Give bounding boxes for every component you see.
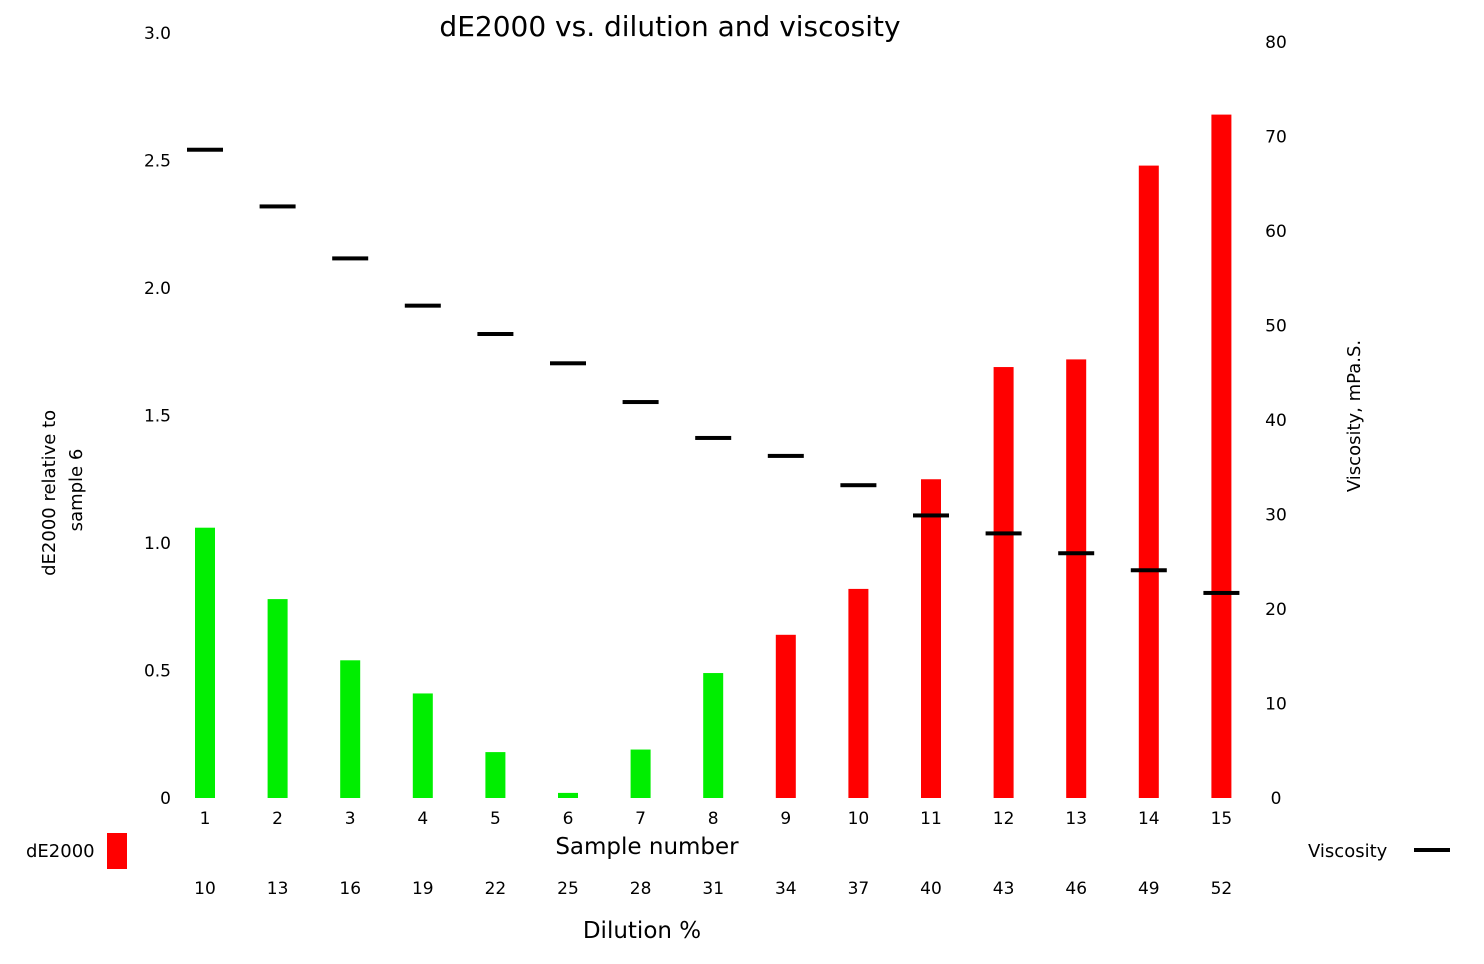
y2-tick-label: 60 (1265, 222, 1287, 242)
dilution-tick-label: 43 (993, 879, 1015, 899)
legend-swatch-viscosity (1414, 848, 1450, 852)
dilution-tick-label: 34 (775, 879, 797, 899)
y2-axis-title: Viscosity, mPa.S. (1344, 340, 1365, 492)
legend-label-viscosity: Viscosity (1308, 841, 1388, 862)
legend-viscosity: Viscosity (1308, 841, 1450, 862)
y2-tick-label: 30 (1265, 506, 1287, 526)
x-tick-label: 4 (417, 809, 428, 829)
x-tick-label: 1 (200, 809, 211, 829)
x-tick-label: 9 (780, 809, 791, 829)
dilution-tick-label: 13 (267, 879, 289, 899)
bar-sample-3 (340, 660, 361, 798)
x-tick-label: 5 (490, 809, 501, 829)
viscosity-marker-7 (622, 400, 659, 405)
y2-tick-label: 10 (1265, 695, 1287, 715)
x-tick-label: 12 (993, 809, 1015, 829)
dilution-tick-label: 37 (848, 879, 870, 899)
viscosity-marker-13 (1058, 551, 1095, 556)
bar-series (195, 114, 1232, 799)
viscosity-series (187, 147, 1240, 595)
x-tick-label: 15 (1211, 809, 1233, 829)
bar-sample-2 (267, 599, 288, 798)
x-tick-label: 6 (563, 809, 574, 829)
x-tick-label: 8 (708, 809, 719, 829)
y2-tick-label: 80 (1265, 33, 1287, 53)
viscosity-marker-3 (332, 256, 369, 261)
x-axis-title: Sample number (555, 834, 739, 860)
y2-tick-label: 20 (1265, 600, 1287, 620)
y-tick-label: 0.5 (144, 662, 171, 682)
dilution-ticks: 10 13 16 19 22 25 28 31 34 37 40 43 46 49 52 (194, 879, 1232, 899)
viscosity-marker-15 (1203, 590, 1240, 595)
bar-sample-5 (485, 752, 506, 798)
bar-sample-7 (630, 749, 651, 798)
x-tick-label: 11 (920, 809, 942, 829)
dilution-tick-label: 25 (557, 879, 579, 899)
x-tick-label: 7 (635, 809, 646, 829)
dilution-tick-label: 19 (412, 879, 434, 899)
bar-sample-6 (558, 792, 578, 798)
dilution-tick-label: 46 (1065, 879, 1087, 899)
viscosity-marker-10 (840, 483, 877, 488)
viscosity-marker-1 (187, 147, 223, 152)
dilution-tick-label: 31 (702, 879, 724, 899)
x-tick-label: 10 (848, 809, 870, 829)
y-axis-title: dE2000 relative to sample 6 (39, 404, 87, 576)
legend-de2000: dE2000 (26, 833, 127, 869)
dilution-tick-label: 49 (1138, 879, 1160, 899)
y2-tick-label: 50 (1265, 317, 1287, 337)
bar-sample-14 (1138, 165, 1159, 799)
chart-title: dE2000 vs. dilution and viscosity (439, 10, 900, 43)
y-tick-label: 1.5 (144, 407, 171, 427)
legend-swatch-de2000 (107, 833, 127, 869)
viscosity-marker-12 (985, 531, 1022, 536)
x-tick-label: 2 (272, 809, 283, 829)
dilution-tick-label: 22 (485, 879, 507, 899)
bar-sample-8 (703, 673, 724, 798)
bar-sample-11 (921, 479, 941, 798)
bar-sample-4 (412, 693, 433, 798)
viscosity-marker-6 (550, 361, 586, 366)
dilution-tick-label: 28 (630, 879, 652, 899)
x-axis-ticks: 1 2 3 4 5 6 7 8 9 10 11 12 13 14 15 (200, 809, 1233, 829)
y-tick-label: 3.0 (144, 24, 171, 44)
y-tick-label: 0 (160, 789, 171, 809)
dilution-tick-label: 52 (1211, 879, 1233, 899)
viscosity-marker-14 (1130, 568, 1167, 573)
y2-tick-label: 70 (1265, 128, 1287, 148)
bar-sample-9 (775, 634, 796, 798)
y2-axis-ticks: 0 10 20 30 40 50 60 70 80 (1265, 33, 1287, 809)
dilution-tick-label: 10 (194, 879, 216, 899)
viscosity-marker-4 (404, 303, 441, 308)
dilution-tick-label: 16 (339, 879, 361, 899)
viscosity-marker-9 (767, 453, 804, 458)
y-tick-label: 1.0 (144, 534, 171, 554)
viscosity-marker-5 (477, 332, 514, 337)
x2-axis-title: Dilution % (583, 918, 701, 944)
legend-label-de2000: dE2000 (26, 841, 95, 862)
bar-sample-12 (993, 367, 1014, 798)
y2-tick-label: 40 (1265, 411, 1287, 431)
y-axis-ticks: 0 0.5 1.0 1.5 2.0 2.5 3.0 (144, 24, 171, 809)
bar-sample-15 (1211, 114, 1232, 799)
bar-sample-1 (195, 527, 215, 798)
viscosity-marker-2 (259, 204, 296, 209)
x-tick-label: 14 (1138, 809, 1160, 829)
x-tick-label: 13 (1065, 809, 1087, 829)
x-tick-label: 3 (345, 809, 356, 829)
bar-sample-10 (848, 588, 869, 798)
y2-tick-label: 0 (1271, 789, 1282, 809)
dilution-tick-label: 40 (920, 879, 942, 899)
viscosity-marker-11 (913, 513, 949, 518)
viscosity-marker-8 (695, 435, 732, 440)
y-tick-label: 2.0 (144, 279, 171, 299)
y-tick-label: 2.5 (144, 152, 171, 172)
bar-sample-13 (1066, 359, 1087, 798)
